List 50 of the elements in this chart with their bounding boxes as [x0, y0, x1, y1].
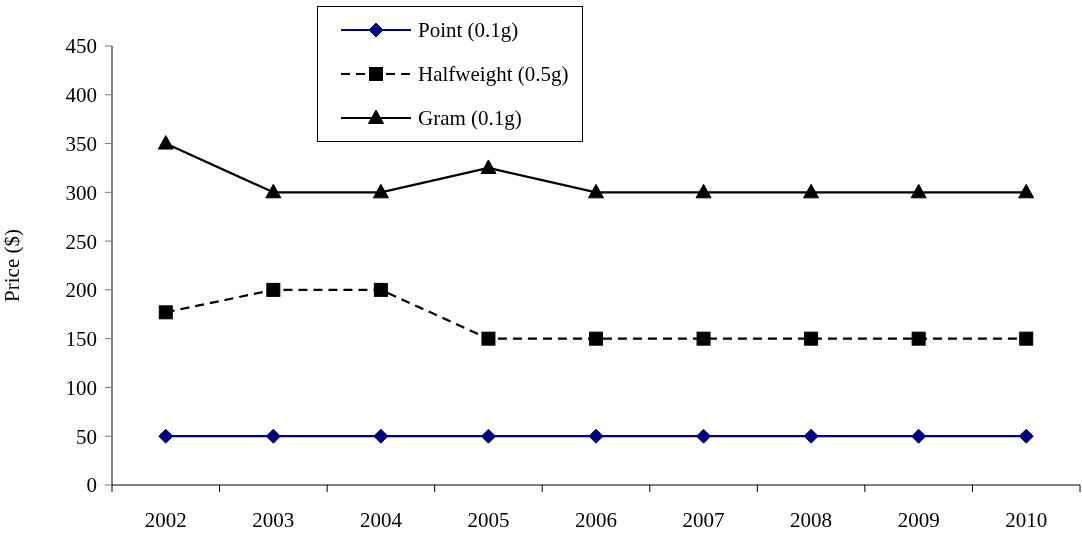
y-tick-label: 50	[76, 424, 97, 449]
legend-label: Gram (0.1g)	[418, 105, 522, 131]
point	[589, 331, 603, 346]
point	[911, 428, 927, 444]
point	[803, 183, 820, 199]
point	[157, 135, 174, 150]
x-tick-label: 2005	[467, 508, 510, 532]
point	[265, 183, 282, 199]
legend-label: Point (0.1g)	[418, 17, 519, 43]
point	[265, 428, 281, 444]
point	[695, 183, 712, 199]
y-tick-label: 200	[65, 278, 97, 303]
x-tick-label: 2004	[359, 508, 403, 532]
y-tick-label: 400	[65, 83, 97, 108]
x-tick-label: 2010	[1005, 508, 1048, 532]
point	[158, 305, 173, 320]
y-tick-label: 450	[65, 34, 97, 59]
y-tick-label: 250	[65, 229, 97, 254]
legend-label: Halfweight (0.5g)	[418, 61, 569, 87]
y-tick-label: 350	[65, 132, 97, 157]
point	[373, 428, 389, 444]
point	[373, 282, 388, 297]
point	[1018, 183, 1035, 199]
point	[1019, 331, 1034, 346]
point	[911, 331, 926, 346]
y-axis-title: Price ($)	[0, 229, 25, 302]
x-tick-label: 2007	[682, 508, 725, 532]
point	[696, 428, 712, 444]
point	[910, 183, 927, 199]
x-tick-label: 2006	[575, 508, 617, 532]
x-tick-label: 2008	[790, 508, 833, 532]
point	[481, 331, 496, 346]
point	[588, 428, 604, 444]
point	[266, 282, 281, 297]
point	[696, 331, 711, 346]
point	[158, 428, 174, 444]
y-tick-label: 150	[65, 327, 97, 352]
point	[803, 428, 819, 444]
point	[372, 183, 389, 199]
x-tick-label: 2009	[897, 508, 940, 532]
y-tick-label: 0	[86, 473, 97, 498]
point	[588, 183, 604, 199]
y-tick-label: 300	[65, 180, 97, 205]
point	[1018, 428, 1034, 444]
point	[804, 331, 819, 346]
point	[480, 428, 496, 444]
x-tick-label: 2003	[252, 508, 295, 532]
x-tick-label: 2002	[144, 508, 187, 532]
point	[480, 159, 497, 174]
y-tick-label: 100	[65, 375, 97, 400]
